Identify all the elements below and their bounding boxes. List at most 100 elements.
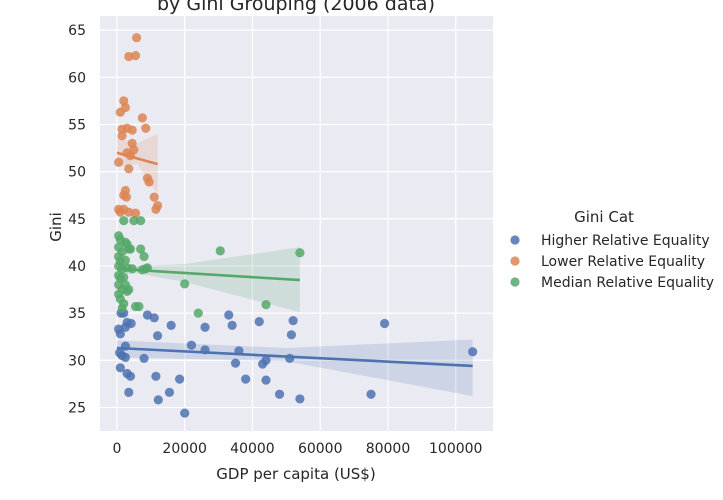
data-point xyxy=(119,216,129,226)
legend-marker xyxy=(510,256,520,266)
data-point xyxy=(117,303,127,313)
y-tick-label: 55 xyxy=(68,117,86,133)
legend-label: Lower Relative Equality xyxy=(541,254,705,270)
data-point xyxy=(166,320,176,330)
data-point xyxy=(151,371,161,381)
grid xyxy=(100,16,493,431)
legend-item: Median Relative Equality xyxy=(510,275,714,291)
plot-area xyxy=(100,16,493,431)
tick-labels: 0 20000 40000 60000 80000 100000 25 30 35 40 45 50 5… xyxy=(68,23,482,457)
data-point xyxy=(114,157,124,167)
data-point xyxy=(127,125,137,135)
data-point xyxy=(468,347,478,357)
legend-marker xyxy=(510,235,520,245)
trend-line xyxy=(116,267,300,282)
data-point xyxy=(379,318,390,329)
data-point xyxy=(136,216,146,226)
data-point xyxy=(261,375,271,385)
data-point xyxy=(254,316,264,327)
data-point xyxy=(149,313,159,323)
x-tick-label: 100000 xyxy=(429,441,482,457)
data-point xyxy=(261,355,271,365)
chart-title: by Gini Grouping (2006 data) xyxy=(157,0,435,15)
data-point xyxy=(180,279,190,289)
y-tick-label: 45 xyxy=(68,212,86,228)
data-point xyxy=(230,358,241,368)
y-tick-label: 60 xyxy=(68,70,86,86)
data-point xyxy=(285,353,295,363)
data-point xyxy=(241,374,251,384)
data-point xyxy=(186,340,197,350)
data-point xyxy=(227,320,237,330)
legend-label: Higher Relative Equality xyxy=(541,233,710,249)
y-tick-label: 25 xyxy=(68,400,86,416)
data-point xyxy=(130,208,141,218)
data-point xyxy=(120,255,131,265)
data-point xyxy=(295,248,305,258)
data-point xyxy=(286,330,297,340)
data-point xyxy=(120,352,131,363)
legend-title: Gini Cat xyxy=(574,208,634,226)
data-point xyxy=(164,387,175,397)
data-point xyxy=(119,272,129,282)
legend: Gini Cat Higher Relative Equality Lower R… xyxy=(510,208,714,291)
x-tick-label: 20000 xyxy=(162,441,207,457)
data-point xyxy=(152,331,163,341)
data-point xyxy=(125,244,136,254)
data-point xyxy=(139,353,149,363)
confidence-band xyxy=(116,247,300,313)
data-point xyxy=(129,216,139,226)
x-tick-label: 0 xyxy=(112,441,121,457)
x-tick-label: 60000 xyxy=(298,441,343,457)
data-point xyxy=(141,123,151,133)
y-tick-label: 35 xyxy=(68,306,86,322)
y-tick-label: 65 xyxy=(68,23,86,39)
data-point xyxy=(366,389,376,399)
data-point xyxy=(139,251,149,262)
data-point xyxy=(136,244,146,254)
legend-item: Lower Relative Equality xyxy=(510,254,705,270)
legend-item: Higher Relative Equality xyxy=(510,233,710,249)
data-point xyxy=(134,301,144,312)
trend-line xyxy=(116,151,158,166)
data-point xyxy=(115,363,125,373)
data-point xyxy=(193,308,203,318)
data-point xyxy=(124,207,134,217)
legend-marker xyxy=(510,277,520,287)
data-point xyxy=(149,192,159,202)
data-point xyxy=(215,246,225,256)
data-point xyxy=(175,374,185,384)
data-point xyxy=(224,310,234,320)
data-point xyxy=(124,51,134,62)
data-point xyxy=(115,329,125,339)
data-point xyxy=(261,300,271,310)
data-point xyxy=(200,322,210,332)
trend-line xyxy=(116,346,473,368)
data-point xyxy=(180,408,190,418)
y-axis-title: Gini xyxy=(47,212,65,241)
data-point xyxy=(137,113,147,123)
y-tick-label: 40 xyxy=(68,259,86,275)
x-axis-title: GDP per capita (US$) xyxy=(216,465,375,483)
data-point xyxy=(125,371,136,381)
data-point xyxy=(144,177,154,187)
data-point xyxy=(152,200,163,211)
trend-lines xyxy=(116,151,473,368)
data-point xyxy=(121,192,132,202)
x-tick-label: 40000 xyxy=(230,441,275,457)
data-point xyxy=(124,387,134,397)
data-point xyxy=(288,316,298,326)
y-tick-label: 50 xyxy=(68,165,86,181)
data-point xyxy=(124,164,134,174)
data-point xyxy=(130,51,141,61)
data-point xyxy=(295,394,305,404)
data-point xyxy=(124,284,134,295)
x-tick-label: 80000 xyxy=(366,441,411,457)
data-point xyxy=(117,131,127,141)
data-point xyxy=(131,33,142,43)
data-point xyxy=(120,102,131,113)
data-points xyxy=(114,33,478,418)
y-tick-label: 30 xyxy=(68,353,86,369)
data-point xyxy=(274,389,285,399)
